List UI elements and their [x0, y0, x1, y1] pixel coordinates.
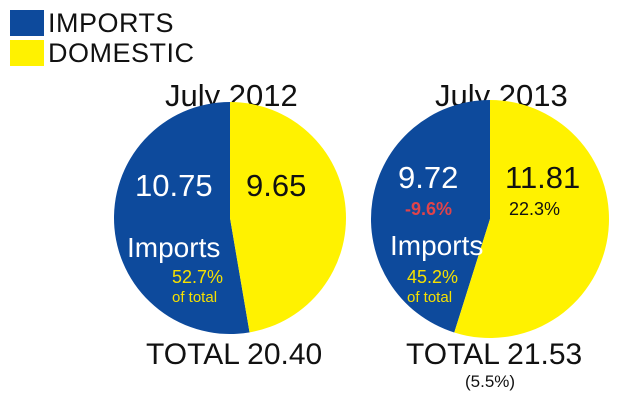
legend-item-imports: IMPORTS	[10, 8, 195, 38]
domestic-change: 22.3%	[509, 199, 561, 219]
legend-label-domestic: DOMESTIC	[48, 37, 195, 68]
legend-item-domestic: DOMESTIC	[10, 38, 195, 68]
legend-swatch-domestic	[10, 40, 44, 66]
pie-slice-imports	[114, 102, 250, 334]
imports-label: Imports	[127, 232, 221, 263]
total-label: TOTAL 20.40	[146, 338, 323, 371]
imports-share: 45.2%	[407, 267, 459, 287]
imports-value: 10.75	[135, 168, 213, 203]
pie-svg	[114, 102, 347, 334]
legend: IMPORTS DOMESTIC	[10, 8, 195, 68]
pie-svg	[370, 100, 609, 338]
imports-change: -9.6%	[405, 199, 453, 219]
total-label: TOTAL 21.53	[406, 338, 583, 371]
legend-label-imports: IMPORTS	[48, 7, 175, 38]
domestic-value: 9.65	[246, 168, 307, 203]
legend-swatch-imports	[10, 10, 44, 36]
imports-label: Imports	[390, 230, 484, 261]
pie-slice-domestic	[230, 102, 347, 333]
pie-slice-domestic	[454, 100, 609, 338]
share-note: of total	[407, 289, 453, 306]
domestic-value: 11.81	[505, 160, 581, 195]
imports-share: 52.7%	[172, 267, 224, 287]
imports-value: 9.72	[398, 160, 459, 195]
share-note: of total	[172, 289, 218, 306]
pie-slice-imports	[370, 100, 490, 333]
total-change: (5.5%)	[465, 372, 516, 391]
